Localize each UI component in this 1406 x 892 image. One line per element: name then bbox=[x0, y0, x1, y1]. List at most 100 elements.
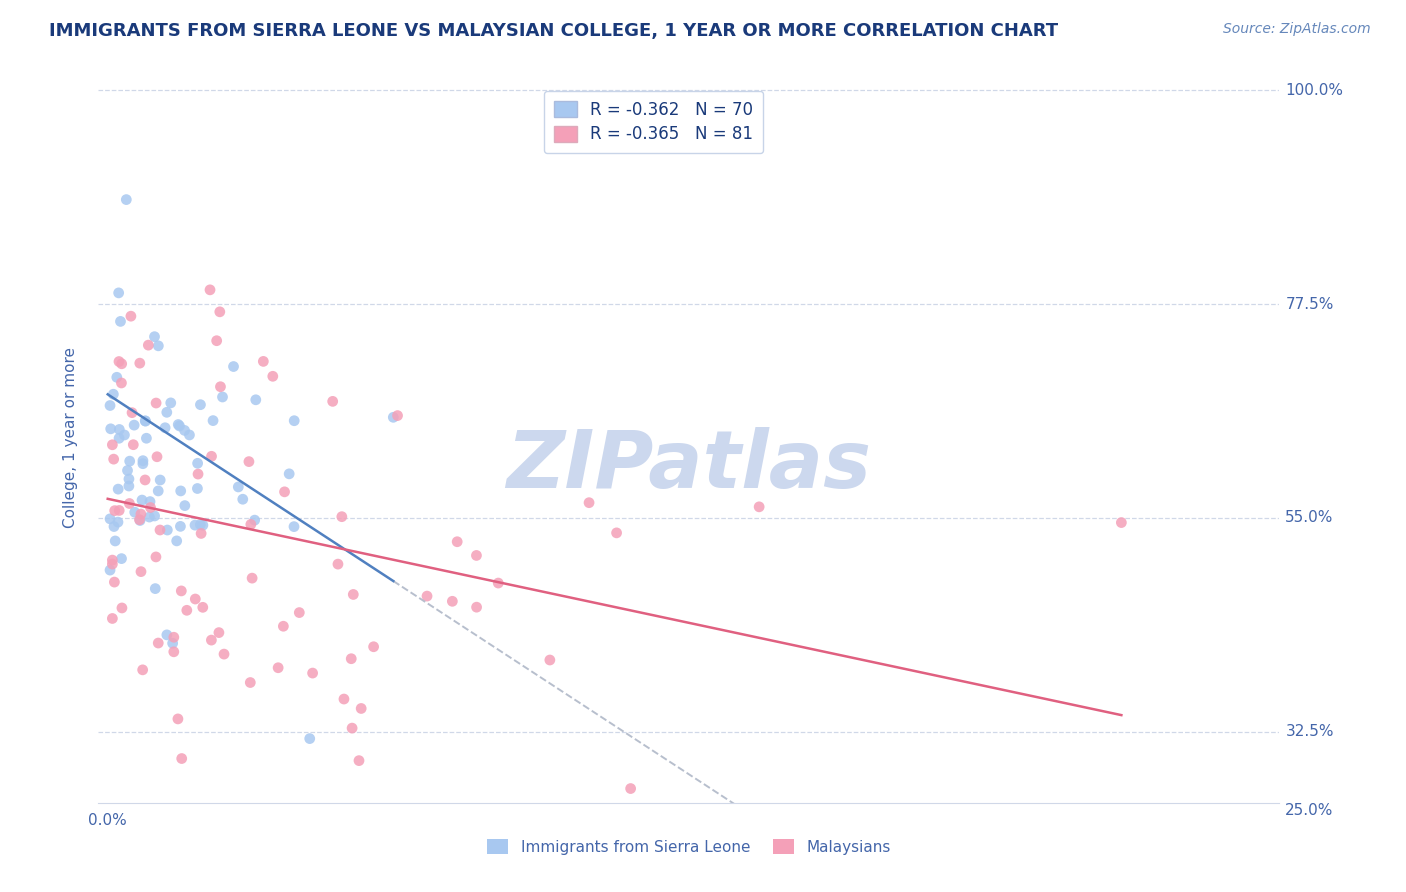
Point bbox=[98, 512, 121, 526]
Point bbox=[118, 496, 141, 510]
Point bbox=[115, 193, 138, 207]
Point bbox=[226, 480, 249, 494]
Point bbox=[198, 283, 221, 297]
Point bbox=[382, 410, 405, 425]
Point bbox=[134, 414, 156, 428]
Text: IMMIGRANTS FROM SIERRA LEONE VS MALAYSIAN COLLEGE, 1 YEAR OR MORE CORRELATION CH: IMMIGRANTS FROM SIERRA LEONE VS MALAYSIA… bbox=[49, 22, 1059, 40]
Point bbox=[538, 653, 561, 667]
Point bbox=[173, 499, 195, 513]
Point bbox=[190, 398, 212, 412]
Point bbox=[190, 526, 212, 541]
Text: 100.0%: 100.0% bbox=[1285, 83, 1343, 98]
Point bbox=[340, 721, 363, 735]
Point bbox=[283, 519, 305, 533]
Point bbox=[122, 418, 145, 433]
Point bbox=[363, 640, 385, 654]
Point bbox=[139, 494, 162, 508]
Point bbox=[101, 557, 124, 571]
Point bbox=[202, 414, 225, 428]
Point bbox=[342, 587, 364, 601]
Point bbox=[347, 754, 370, 768]
Point bbox=[156, 628, 179, 642]
Point bbox=[184, 592, 207, 607]
Point bbox=[138, 338, 160, 352]
Point bbox=[100, 422, 122, 436]
Point bbox=[186, 482, 208, 496]
Point bbox=[166, 533, 188, 548]
Point bbox=[148, 483, 170, 498]
Point bbox=[169, 419, 191, 434]
Point bbox=[149, 523, 172, 537]
Point bbox=[212, 647, 235, 661]
Point bbox=[135, 431, 157, 445]
Point bbox=[200, 633, 222, 648]
Point bbox=[104, 503, 127, 517]
Point bbox=[143, 329, 166, 343]
Point bbox=[333, 692, 356, 706]
Point bbox=[111, 357, 134, 371]
Point bbox=[465, 600, 488, 615]
Text: 55.0%: 55.0% bbox=[1285, 510, 1334, 525]
Point bbox=[340, 651, 363, 665]
Point bbox=[273, 484, 295, 499]
Point bbox=[205, 334, 228, 348]
Point bbox=[200, 450, 222, 464]
Text: 77.5%: 77.5% bbox=[1285, 297, 1334, 311]
Point bbox=[208, 305, 231, 319]
Point bbox=[176, 603, 198, 617]
Point bbox=[134, 414, 156, 428]
Point bbox=[211, 390, 233, 404]
Point bbox=[620, 781, 643, 796]
Text: 25.0%: 25.0% bbox=[1285, 803, 1334, 818]
Point bbox=[170, 483, 193, 498]
Point bbox=[145, 396, 167, 410]
Point bbox=[173, 424, 195, 438]
Point bbox=[121, 406, 143, 420]
Text: Source: ZipAtlas.com: Source: ZipAtlas.com bbox=[1223, 22, 1371, 37]
Point bbox=[606, 525, 628, 540]
Point bbox=[108, 422, 131, 436]
Point bbox=[107, 285, 129, 300]
Point bbox=[156, 405, 179, 419]
Point bbox=[243, 513, 266, 527]
Point bbox=[252, 354, 274, 368]
Point bbox=[110, 314, 132, 328]
Point bbox=[191, 518, 214, 533]
Point bbox=[128, 356, 150, 370]
Point bbox=[146, 450, 169, 464]
Point bbox=[111, 601, 134, 615]
Point bbox=[326, 557, 349, 571]
Point bbox=[98, 563, 121, 577]
Point bbox=[298, 731, 321, 746]
Point bbox=[98, 399, 121, 413]
Point bbox=[350, 701, 373, 715]
Point bbox=[105, 370, 128, 384]
Point bbox=[143, 508, 166, 523]
Point bbox=[162, 636, 184, 650]
Point bbox=[167, 712, 190, 726]
Point bbox=[103, 387, 125, 401]
Point bbox=[416, 589, 439, 603]
Point bbox=[120, 309, 142, 323]
Point bbox=[118, 454, 141, 468]
Point bbox=[138, 510, 160, 524]
Point bbox=[465, 549, 488, 563]
Point bbox=[156, 523, 179, 537]
Point bbox=[188, 517, 211, 532]
Point bbox=[107, 515, 129, 529]
Point bbox=[283, 414, 305, 428]
Point bbox=[124, 505, 146, 519]
Point bbox=[149, 473, 172, 487]
Point bbox=[301, 666, 323, 681]
Point bbox=[163, 630, 186, 644]
Point bbox=[169, 519, 191, 533]
Point bbox=[110, 376, 132, 390]
Point bbox=[179, 428, 201, 442]
Point bbox=[117, 463, 139, 477]
Point bbox=[486, 576, 509, 591]
Point bbox=[118, 479, 141, 493]
Point bbox=[748, 500, 770, 514]
Point bbox=[159, 396, 181, 410]
Point bbox=[131, 493, 153, 508]
Point bbox=[101, 611, 124, 625]
